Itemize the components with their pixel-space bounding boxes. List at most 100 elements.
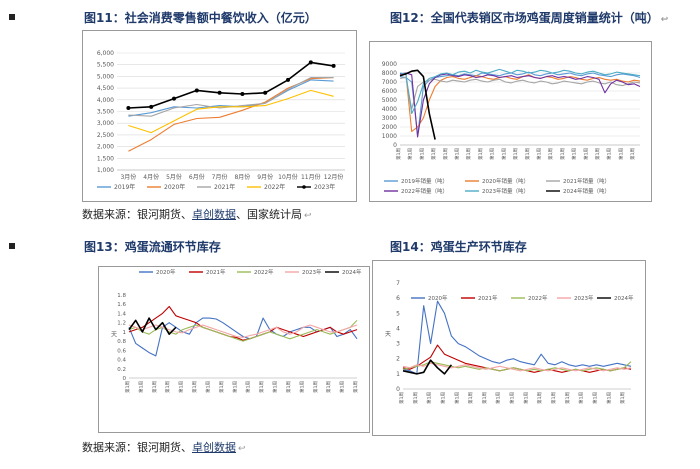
x-tick-label: 第1周 [218,381,225,393]
x-tick-label: 第1周 [412,392,419,404]
x-tick-label: 第1周 [204,381,211,393]
x-tick-label: 第1周 [298,381,305,393]
chart-14: 01234567天第1周 第1周 第1周 第1周 第1周 第1周 第1周 第1周 第1周 第1周第… [385,280,634,404]
data-point [194,88,199,93]
x-tick-label: 第1周 [164,381,171,393]
x-tick-label: 第1周 [500,148,507,160]
y-tick-label: 1,000 [97,167,114,174]
x-tick-label: 7月份 [212,173,228,181]
x-tick-label: 第1周 [564,392,571,404]
y-tick-label: 3,000 [97,120,114,127]
y-tick-label: 1000 [382,133,397,140]
series-line [402,300,632,375]
x-tick-label: 第1周 [619,392,626,404]
source-line-1: 数据来源：银河期货、卓创数据、国家统计局 ↩ [82,208,312,221]
y-tick-label: 4,500 [97,85,114,92]
y-axis-label: 天 [385,331,391,338]
x-tick-label: 第1周 [454,148,461,160]
x-tick-label: 9月份 [257,173,273,181]
y-tick-label: 0.8 [117,339,126,345]
source-item: 卓创数据 [192,208,236,221]
y-tick-label: 3,500 [97,109,114,116]
legend-label: 2021年销量（吨） [563,177,610,185]
x-tick-label: 第1周 [231,381,238,393]
series-line [399,73,641,133]
y-tick-label: 5000 [382,97,397,104]
y-tick-label: 6,000 [97,50,114,57]
legend-label: 2023年 [302,268,322,276]
x-tick-label: 第1周 [535,148,542,160]
y-tick-label: 7 [396,280,400,287]
y-tick-label: 4000 [382,106,397,113]
x-tick-label: 第1周 [312,381,319,393]
x-tick-label: 第1周 [395,148,402,160]
series-line [399,71,641,137]
x-tick-label: 第1周 [605,392,612,404]
data-point [172,96,176,101]
data-point [217,90,222,95]
x-tick-label: 第1周 [151,381,158,393]
chart-11-frame: 1,000 1,500 2,000 2,500 3,000 3,500 4,000 4,500… [82,30,357,202]
source-line-2: 数据来源：银河期货、卓创数据 ↩ [82,441,246,454]
legend-label: 2021年 [206,268,226,276]
y-tick-label: 5,000 [97,73,114,80]
y-tick-label: 3 [396,341,400,348]
chart-12-frame: 0 1000 2000 3000 4000 5000 6000 7000 8000 9000 第1周… [369,41,652,202]
series-line [402,362,632,372]
fig12-title: 图12：全国代表销区市场鸡蛋周度销量统计（吨） ↩ [390,11,669,25]
x-tick-label: 第1周 [606,148,613,160]
x-tick-label: 第1周 [594,148,601,160]
legend-label: 2020年 [164,183,185,191]
x-tick-label: 第1周 [442,148,449,160]
series-line [128,77,334,152]
series-line [128,89,334,134]
y-tick-label: 4,000 [97,97,114,104]
source-label: 数据来源： [82,208,137,221]
source-item: 卓创数据 [192,441,236,454]
legend-label: 2021年 [214,183,235,191]
fig13-title: 图13：鸡蛋流通环节库存 [84,240,221,254]
x-tick-label: 第1周 [191,381,198,393]
x-tick-label: 第1周 [124,381,131,393]
x-tick-label: 第1周 [137,381,144,393]
y-tick-label: 6 [396,295,400,302]
x-tick-label: 第1周 [481,392,488,404]
series-line [399,68,641,115]
fig11-title: 图11：社会消费零售额中餐饮收入（亿元） [84,11,317,25]
y-tick-label: 2,000 [97,144,114,151]
source-item: 银河期货 [137,441,181,454]
x-tick-label: 第1周 [571,148,578,160]
chart-13-frame: 0 0.2 0.4 0.6 0.8 1 1.2 1.4 1.6 1.8 天第1周 第1周 第1周 第1周第… [98,266,370,433]
x-tick-label: 4月份 [143,173,159,181]
data-point [331,63,336,68]
y-axis-label: 天 [111,332,117,339]
data-point [308,60,313,65]
data-point [286,77,290,82]
source-item: 国家统计局 [247,208,302,221]
bullet-1 [9,14,15,20]
legend-label: 2022年 [264,183,285,191]
x-tick-label: 第1周 [426,392,433,404]
x-tick-label: 第1周 [477,148,484,160]
x-tick-label: 第1周 [352,381,359,393]
y-tick-label: 2 [396,356,400,363]
legend-label: 2024年 [614,294,634,302]
x-tick-label: 第1周 [439,392,446,404]
data-point [126,105,131,110]
x-tick-label: 第1周 [522,392,529,404]
y-tick-label: 3000 [382,115,397,122]
x-tick-label: 8月份 [234,173,250,181]
x-tick-label: 第1周 [550,392,557,404]
x-tick-label: 第1周 [258,381,265,393]
x-tick-label: 第1周 [489,148,496,160]
bullet-2 [9,243,15,249]
chart-11: 1,000 1,500 2,000 2,500 3,000 3,500 4,000 4,500… [97,50,345,191]
legend-label: 2024年销量（吨） [563,187,610,195]
series-line [399,72,641,138]
x-tick-label: 第1周 [245,381,252,393]
x-tick-label: 第1周 [524,148,531,160]
x-tick-label: 第1周 [547,148,554,160]
legend-label: 2023年 [314,183,335,191]
legend-label: 2020年销量（吨） [482,177,529,185]
y-tick-label: 1.2 [117,321,126,327]
